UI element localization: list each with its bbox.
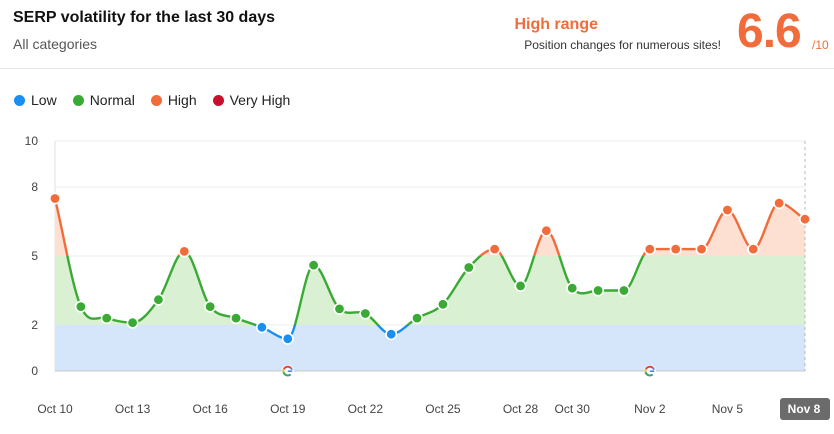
google-icon-arc-yellow xyxy=(282,368,285,373)
x-tick-label: Oct 13 xyxy=(115,402,151,416)
data-point xyxy=(48,192,61,205)
data-point xyxy=(695,243,708,256)
volatility-score: 6.6 xyxy=(737,5,802,58)
data-point xyxy=(126,316,139,329)
data-point xyxy=(462,261,475,274)
volatility-score-denominator: /10 xyxy=(812,38,829,52)
area-band-low xyxy=(55,325,805,371)
legend-label-normal: Normal xyxy=(89,92,135,108)
data-point xyxy=(669,243,682,256)
legend-label-high: High xyxy=(167,92,197,108)
y-tick-label: 2 xyxy=(31,318,38,332)
legend-item-low[interactable]: Low xyxy=(14,92,57,108)
legend-dot-low xyxy=(14,94,25,106)
y-tick-label: 8 xyxy=(31,180,38,194)
x-tick-label: Oct 19 xyxy=(270,402,306,416)
data-point xyxy=(230,312,243,325)
data-point xyxy=(100,312,113,325)
data-point xyxy=(617,284,630,297)
data-point xyxy=(436,298,449,311)
x-tick-label: Oct 30 xyxy=(555,402,591,416)
google-icon-arc-red xyxy=(645,365,654,370)
x-tick-highlight xyxy=(780,398,830,420)
x-tick-label: Nov 8 xyxy=(788,402,821,416)
x-tick-label: Nov 2 xyxy=(634,402,666,416)
google-icon-arc-yellow xyxy=(644,368,647,373)
data-point xyxy=(255,321,268,334)
area-band-high xyxy=(55,198,805,256)
data-point xyxy=(74,300,87,313)
area-band-normal xyxy=(55,256,805,325)
category-subtitle: All categories xyxy=(13,36,98,52)
legend-dot-normal xyxy=(72,94,84,106)
data-point xyxy=(359,307,372,320)
data-point xyxy=(643,243,656,256)
google-icon-arc-red xyxy=(283,365,292,370)
x-tick-label: Oct 10 xyxy=(37,402,73,416)
y-tick-label: 0 xyxy=(31,364,38,378)
legend-dot-high xyxy=(150,94,162,106)
data-point xyxy=(514,279,527,292)
data-point xyxy=(566,282,579,295)
page-title: SERP volatility for the last 30 days xyxy=(13,9,276,26)
data-point xyxy=(721,204,734,217)
y-tick-label: 10 xyxy=(25,134,39,148)
range-title: High range xyxy=(514,16,598,33)
data-point xyxy=(592,284,605,297)
google-icon-arc-green xyxy=(282,371,292,377)
data-point xyxy=(488,243,501,256)
x-tick-label: Oct 28 xyxy=(503,402,539,416)
data-point xyxy=(798,213,811,226)
range-description: Position changes for numerous sites! xyxy=(524,38,721,52)
x-tick-label: Oct 22 xyxy=(348,402,384,416)
x-tick-label: Oct 25 xyxy=(425,402,461,416)
data-point xyxy=(178,245,191,258)
legend-label-very-high: Very High xyxy=(229,92,291,108)
x-tick-label: Oct 16 xyxy=(192,402,228,416)
series-line-normal xyxy=(66,256,645,325)
data-point xyxy=(411,312,424,325)
data-point xyxy=(747,243,760,256)
data-point xyxy=(204,300,217,313)
data-point xyxy=(152,293,165,306)
legend-dot-very-high xyxy=(212,94,224,106)
x-tick-label: Nov 5 xyxy=(712,402,744,416)
data-point xyxy=(385,328,398,341)
chart-legend: Low Normal High Very High xyxy=(14,92,290,108)
y-tick-label: 5 xyxy=(31,249,38,263)
legend-item-very-high[interactable]: Very High xyxy=(212,92,291,108)
legend-item-normal[interactable]: Normal xyxy=(72,92,135,108)
google-update-icon xyxy=(643,365,656,377)
data-point xyxy=(307,259,320,272)
google-update-icon xyxy=(281,365,294,377)
data-point xyxy=(773,197,786,210)
data-point xyxy=(540,224,553,237)
data-point xyxy=(281,332,294,345)
legend-label-low: Low xyxy=(31,92,57,108)
data-point xyxy=(333,302,346,315)
header-divider xyxy=(0,68,834,69)
legend-item-high[interactable]: High xyxy=(150,92,197,108)
google-icon-arc-green xyxy=(644,371,654,377)
